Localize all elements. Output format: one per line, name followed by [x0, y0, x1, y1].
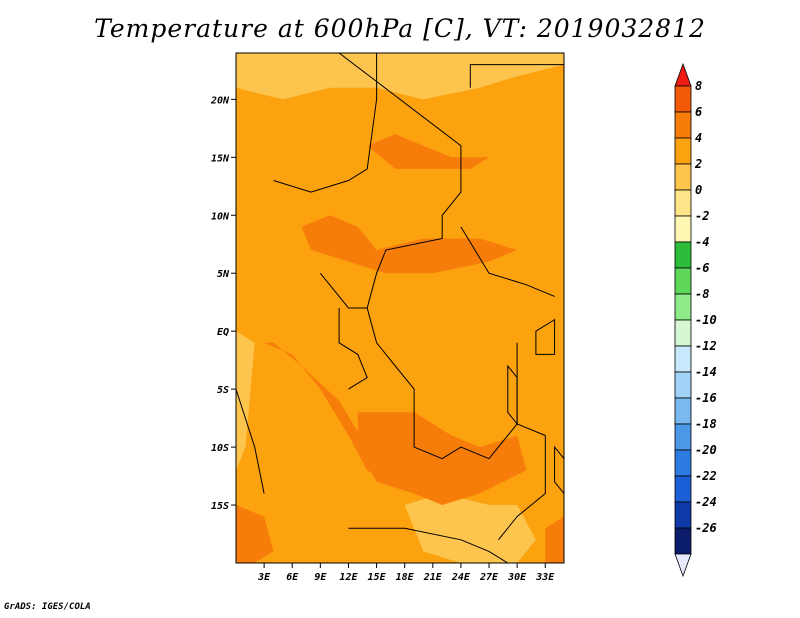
country-borders-layer	[236, 53, 564, 563]
colorbar-bottom-arrow	[674, 553, 692, 578]
colorbar-swatch	[674, 163, 692, 191]
colorbar-label: 6	[695, 105, 702, 119]
country-border	[273, 53, 378, 193]
colorbar-label: -8	[695, 287, 709, 301]
country-border	[338, 53, 518, 460]
lon-tick-label: 12E	[339, 572, 358, 583]
lon-tick-label: 3E	[257, 572, 271, 583]
warm-region	[545, 516, 564, 563]
colorbar-swatch	[674, 319, 692, 347]
colorbar-swatch	[674, 397, 692, 425]
lon-tick-label: 18E	[396, 572, 415, 583]
warm-region	[264, 342, 386, 482]
warm-region	[236, 505, 274, 563]
colorbar-label: 0	[695, 183, 702, 197]
lon-tick-label: 21E	[423, 572, 443, 583]
colorbar-label: -16	[695, 391, 717, 405]
country-border	[460, 226, 555, 297]
colorbar-swatch	[674, 449, 692, 477]
warm-region	[301, 215, 518, 274]
lon-tick-label: 9E	[314, 572, 327, 583]
colorbar-swatch	[674, 215, 692, 243]
warm-region	[367, 134, 489, 169]
lakes-layer	[507, 318, 564, 495]
colorbar: 8 6 4 2 0 -2 -4 -6 -8 -10 -12 -14 -16 -18 -20 -22 -24 -26	[674, 62, 717, 578]
colorbar-label: -14	[695, 365, 717, 379]
lat-tick-label: 5N	[217, 269, 230, 280]
lake-outline	[554, 445, 564, 495]
cool-region	[404, 493, 536, 563]
lon-tick-label: 33E	[535, 572, 555, 583]
colorbar-swatch	[674, 137, 692, 165]
lat-tick-label: 15N	[211, 153, 230, 164]
lon-tick-label: 27E	[479, 572, 499, 583]
colorbar-label: 2	[694, 157, 702, 171]
colorbar-swatch	[674, 189, 692, 217]
country-border	[498, 342, 546, 541]
map-area	[236, 53, 564, 563]
colorbar-swatch	[674, 85, 692, 113]
colorbar-label: -4	[695, 235, 709, 249]
country-border	[338, 308, 368, 390]
colorbar-swatch	[674, 423, 692, 451]
colorbar-swatch	[674, 371, 692, 399]
colorbar-label: -2	[695, 209, 709, 223]
colorbar-swatch	[674, 267, 692, 295]
colorbar-swatch	[674, 527, 692, 555]
colorbar-label: -12	[695, 339, 717, 353]
country-border	[319, 272, 368, 309]
lake-outline	[535, 318, 556, 355]
colorbar-label: -6	[695, 261, 709, 275]
lat-tick-label: EQ	[217, 327, 229, 338]
map-frame	[235, 52, 565, 564]
latitude-axis: 20N 15N 10N 5N EQ 5S 10S 15S	[210, 95, 236, 512]
lat-tick-label: 10S	[211, 443, 229, 454]
lat-tick-label: 10N	[211, 211, 230, 222]
colorbar-swatch	[674, 293, 692, 321]
colorbar-label: 4	[695, 131, 702, 145]
lon-tick-label: 15E	[368, 572, 387, 583]
colorbar-swatch	[674, 111, 692, 139]
lon-tick-label: 24E	[451, 572, 471, 583]
colorbar-swatch	[674, 241, 692, 269]
longitude-axis: 3E 6E 9E 12E 15E 18E 21E 24E 27E 30E 33E	[257, 563, 555, 583]
country-border	[469, 64, 564, 88]
colorbar-top-arrow	[674, 62, 692, 87]
colorbar-label: -20	[695, 443, 717, 457]
cool-region	[236, 331, 255, 471]
colorbar-label: -22	[695, 469, 717, 483]
warm-shading-layer	[236, 134, 564, 563]
colorbar-label: -18	[695, 417, 717, 431]
colorbar-label: -26	[695, 521, 717, 535]
colorbar-label: -24	[695, 495, 717, 509]
colorbar-swatch	[674, 475, 692, 503]
map-title: Temperature at 600hPa [C], VT: 201903281…	[94, 14, 706, 43]
lake-outline	[507, 364, 518, 426]
lat-tick-label: 20N	[210, 95, 230, 106]
grads-credit: GrADS: IGES/COLA	[4, 602, 91, 612]
lon-tick-label: 30E	[507, 572, 527, 583]
lat-tick-label: 5S	[217, 385, 229, 396]
colorbar-swatch	[674, 501, 692, 529]
colorbar-label: -10	[695, 313, 717, 327]
colorbar-swatch	[674, 345, 692, 373]
country-border	[236, 388, 265, 494]
country-border	[348, 527, 509, 563]
lat-tick-label: 15S	[211, 501, 229, 512]
lon-tick-label: 6E	[286, 572, 299, 583]
colorbar-label: 8	[695, 79, 702, 93]
